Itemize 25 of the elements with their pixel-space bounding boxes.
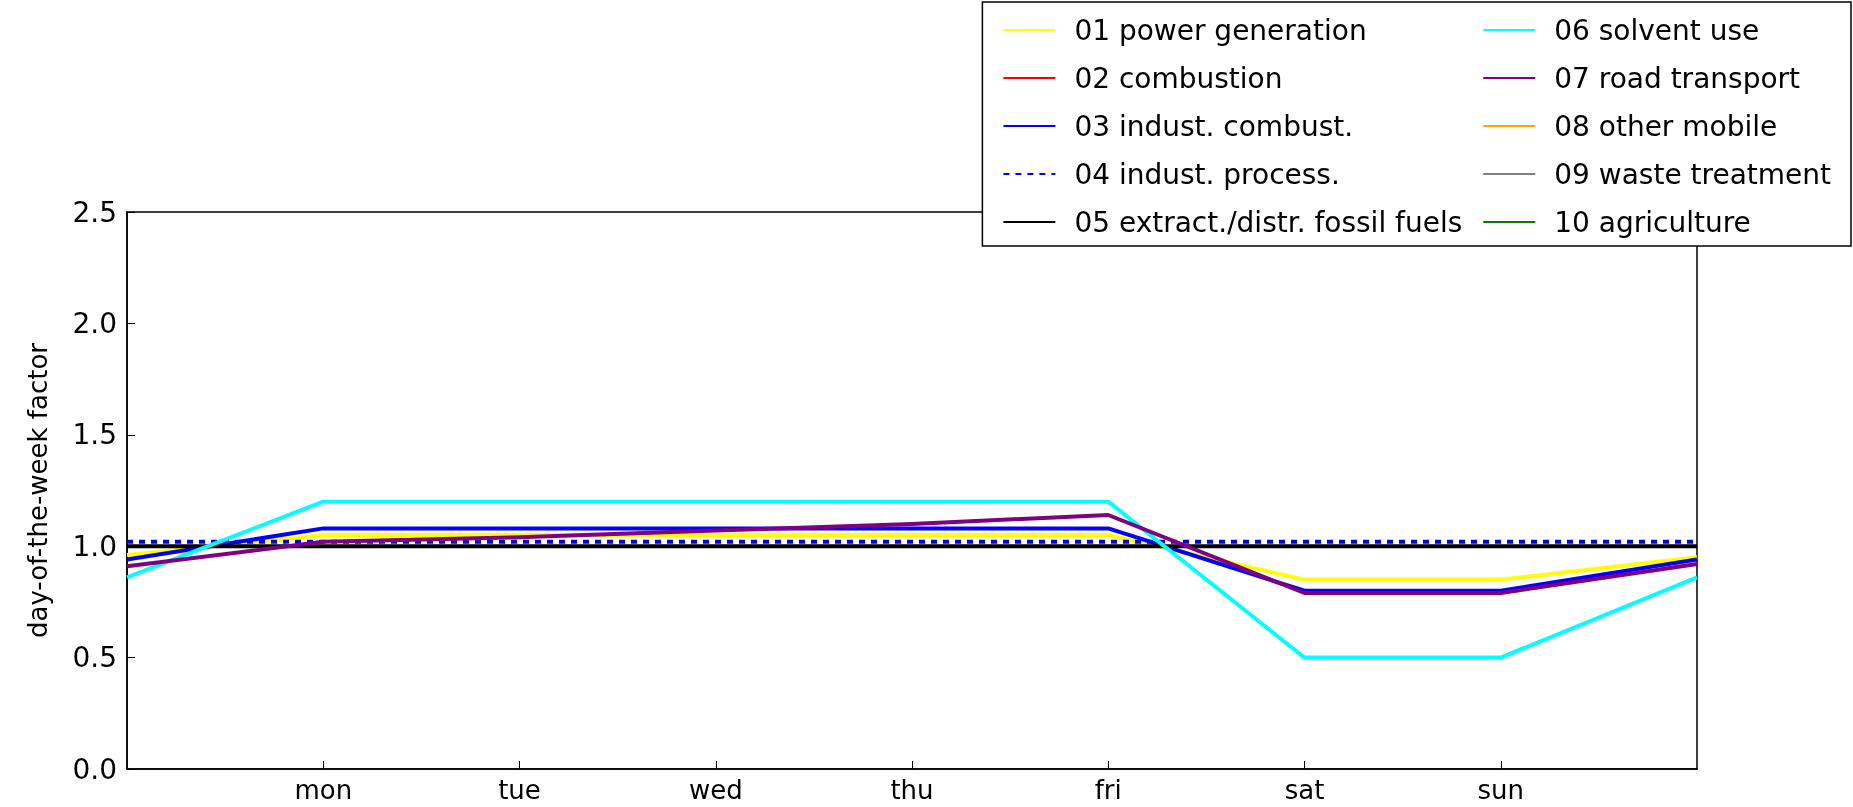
legend-label: 02 combustion (1074, 61, 1283, 95)
legend-label: 03 indust. combust. (1074, 109, 1354, 143)
x-tick-label: thu (890, 775, 934, 805)
line-series (125, 513, 1699, 595)
legend-label: 04 indust. process. (1074, 157, 1340, 191)
x-tick-label: wed (688, 775, 743, 805)
y-tick-label: 0.0 (72, 752, 117, 786)
y-tick-label: 0.5 (72, 641, 117, 675)
legend-label: 10 agriculture (1554, 205, 1751, 239)
legend-label: 01 power generation (1074, 13, 1367, 47)
x-tick-label: mon (294, 775, 353, 805)
legend-label: 09 waste treatment (1554, 157, 1832, 191)
legend-label: 08 other mobile (1554, 109, 1778, 143)
y-axis-title: day-of-the-week factor (23, 342, 53, 639)
y-tick-label: 2.5 (72, 195, 117, 229)
x-tick-label: fri (1094, 775, 1122, 805)
legend-label: 05 extract./distr. fossil fuels (1074, 205, 1463, 239)
y-tick-label: 1.0 (72, 529, 117, 563)
legend-label: 07 road transport (1554, 61, 1801, 95)
x-tick-label: sat (1284, 775, 1325, 805)
y-tick-label: 2.0 (72, 306, 117, 340)
x-tick-label: tue (498, 775, 541, 805)
y-tick-label: 1.5 (72, 418, 117, 452)
legend-label: 06 solvent use (1554, 13, 1760, 47)
x-tick-label: sun (1477, 775, 1525, 805)
